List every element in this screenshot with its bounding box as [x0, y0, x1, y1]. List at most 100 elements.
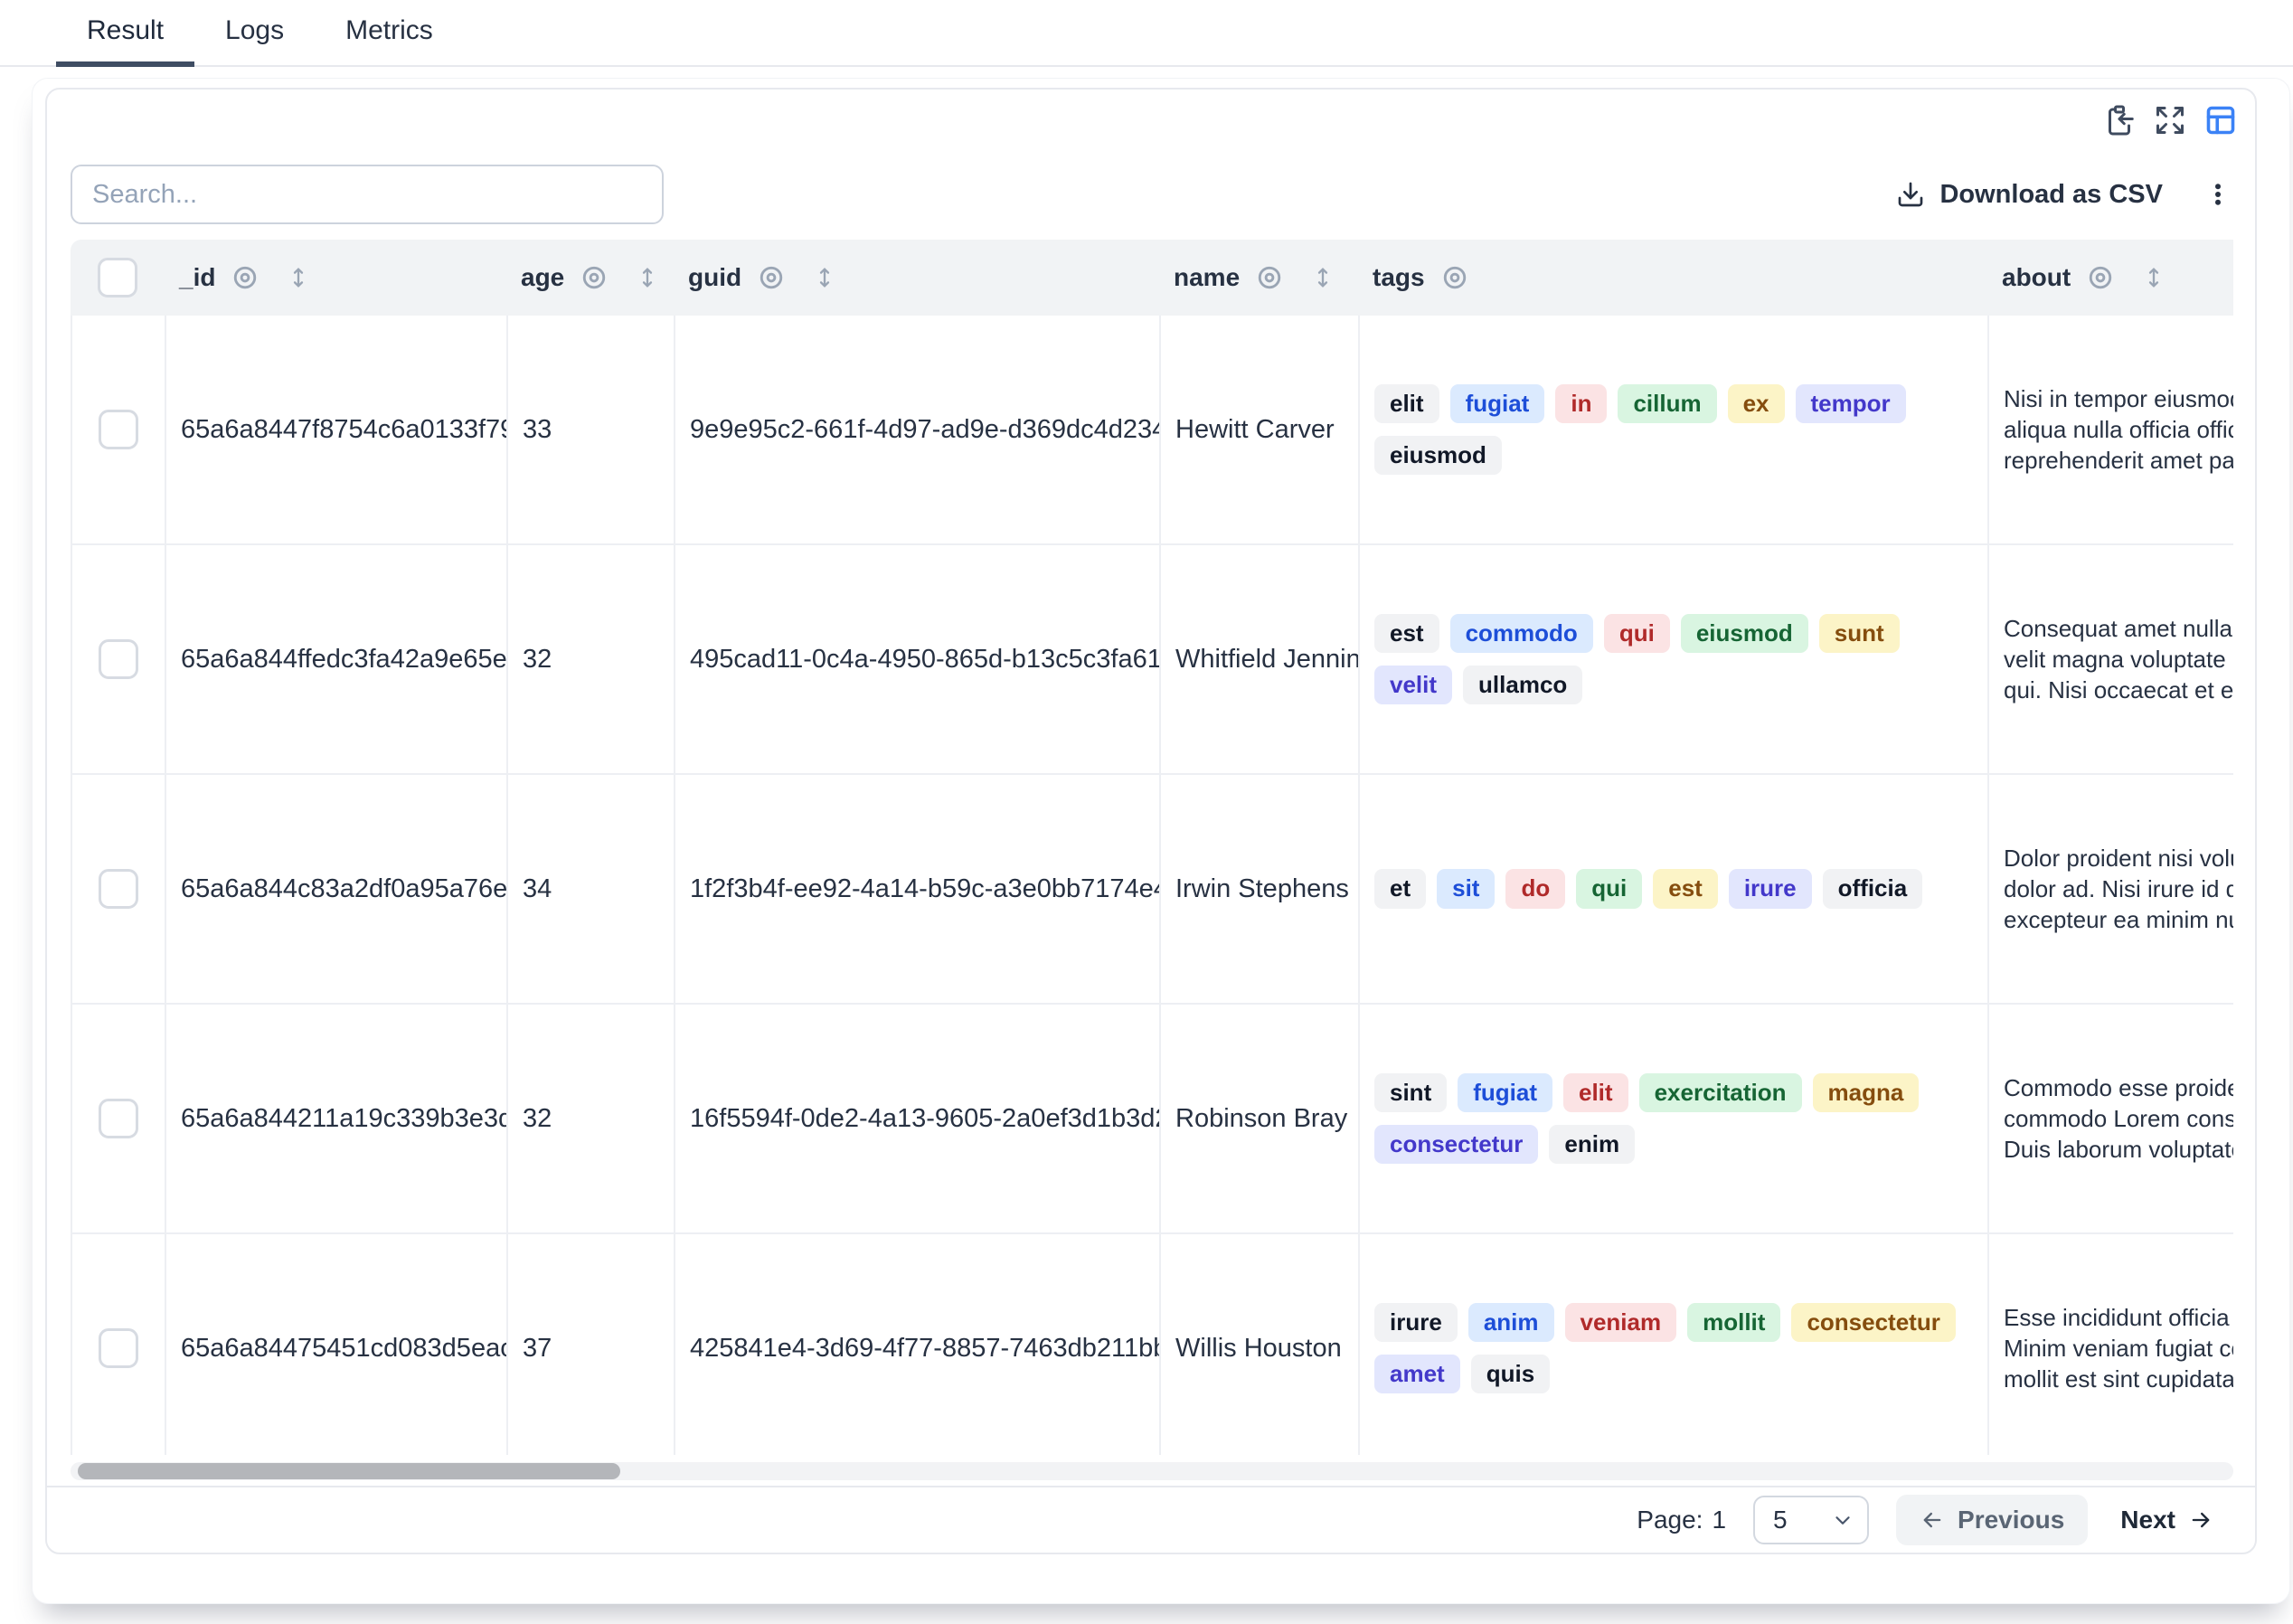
visibility-toggle-icon[interactable]: [1256, 264, 1283, 291]
cell-id: 65a6a844c83a2df0a95a76ee: [166, 775, 508, 1003]
column-header-about: about: [1987, 263, 2233, 292]
page-indicator: Page: 1: [1637, 1506, 1726, 1534]
download-csv-button[interactable]: Download as CSV: [1896, 180, 2163, 210]
row-checkbox[interactable]: [99, 869, 138, 909]
row-checkbox[interactable]: [99, 1099, 138, 1138]
row-select-cell: [72, 775, 166, 1003]
tag-chip: eiusmod: [1374, 436, 1502, 476]
tag-chip: elit: [1563, 1072, 1628, 1112]
tag-chip: enim: [1549, 1125, 1636, 1165]
tag-chip: qui: [1576, 869, 1643, 909]
cell-tags: sint fugiat elit exercitation magna consectet…: [1360, 1005, 1989, 1232]
cell-age: 37: [508, 1234, 675, 1455]
cell-tags: et sit do qui est irure officia: [1360, 775, 1989, 1003]
tag-chip: anim: [1467, 1302, 1554, 1342]
cell-guid: 495cad11-0c4a-4950-865d-b13c5c3fa61e: [675, 545, 1161, 773]
table-body: 65a6a8447f8754c6a0133f79 33 9e9e95c2-661…: [71, 316, 2233, 1455]
table-viewport: _id age guid name tags about: [71, 240, 2233, 1455]
kebab-menu-icon[interactable]: [2204, 180, 2232, 209]
table-header-row: _id age guid name tags about: [71, 240, 2233, 316]
panel-icon-toolbar: [2103, 104, 2237, 137]
column-label: _id: [179, 263, 216, 291]
sort-toggle-icon[interactable]: [2141, 264, 2166, 291]
table-row: 65a6a844ffedc3fa42a9e65e 32 495cad11-0c4…: [71, 545, 2233, 775]
visibility-toggle-icon[interactable]: [758, 264, 785, 291]
sort-toggle-icon[interactable]: [1310, 264, 1335, 291]
tag-chip: est: [1653, 869, 1718, 909]
cell-age: 32: [508, 545, 675, 773]
tag-chip: in: [1555, 383, 1608, 423]
tag-chip: tempor: [1795, 383, 1906, 423]
previous-label: Previous: [1958, 1506, 2065, 1534]
paste-icon[interactable]: [2103, 104, 2136, 137]
cell-guid: 9e9e95c2-661f-4d97-ad9e-d369dc4d2349: [675, 316, 1161, 543]
cell-age: 34: [508, 775, 675, 1003]
expand-icon[interactable]: [2154, 104, 2186, 137]
right-controls: Download as CSV: [1896, 180, 2232, 210]
cell-name: Robinson Bray: [1161, 1005, 1360, 1232]
pagination-footer: Page: 1 5 Previous Next: [47, 1486, 2255, 1553]
data-table: _id age guid name tags about: [71, 240, 2233, 1455]
table-card: Download as CSV _id age guid: [45, 88, 2257, 1554]
horizontal-scrollbar-thumb[interactable]: [78, 1463, 620, 1479]
column-label: about: [2002, 263, 2071, 291]
table-view-icon[interactable]: [2204, 104, 2237, 137]
visibility-toggle-icon[interactable]: [2087, 264, 2114, 291]
row-checkbox[interactable]: [99, 639, 138, 679]
tab-logs[interactable]: Logs: [225, 15, 285, 45]
cell-about: Nisi in tempor eiusmod nulla aliqua null…: [1989, 316, 2233, 543]
download-label: Download as CSV: [1939, 179, 2163, 209]
row-checkbox[interactable]: [99, 410, 138, 449]
column-label: name: [1174, 263, 1241, 291]
tag-chip: do: [1505, 869, 1566, 909]
sort-toggle-icon[interactable]: [286, 264, 311, 291]
row-checkbox[interactable]: [99, 1328, 138, 1368]
sort-toggle-icon[interactable]: [635, 264, 660, 291]
search-input[interactable]: [71, 165, 664, 224]
column-header-guid: guid: [674, 263, 1159, 292]
result-panel: Download as CSV _id age guid: [32, 78, 2290, 1604]
header-select-cell: [71, 258, 165, 297]
row-select-cell: [72, 1005, 166, 1232]
page-label: Page:: [1637, 1506, 1703, 1534]
cell-guid: 1f2f3b4f-ee92-4a14-b59c-a3e0bb7174e4: [675, 775, 1161, 1003]
cell-tags: irure anim veniam mollit consectetur amet quis: [1360, 1234, 1989, 1455]
tag-chip: qui: [1603, 613, 1670, 653]
tag-chip: magna: [1812, 1072, 1920, 1112]
cell-guid: 16f5594f-0de2-4a13-9605-2a0ef3d1b3d2: [675, 1005, 1161, 1232]
tag-chip: et: [1374, 869, 1427, 909]
visibility-toggle-icon[interactable]: [1441, 264, 1468, 291]
next-page-button[interactable]: Next: [2115, 1506, 2219, 1534]
visibility-toggle-icon[interactable]: [231, 264, 259, 291]
table-row: 65a6a844211a19c339b3e3d3 32 16f5594f-0de…: [71, 1005, 2233, 1234]
tag-chip: sit: [1437, 869, 1496, 909]
column-header-tags: tags: [1358, 263, 1987, 292]
tag-chip: amet: [1374, 1355, 1460, 1394]
tag-chip: cillum: [1618, 383, 1717, 423]
cell-id: 65a6a844ffedc3fa42a9e65e: [166, 545, 508, 773]
tab-result[interactable]: Result: [56, 0, 195, 67]
horizontal-scrollbar-track[interactable]: [71, 1462, 2233, 1480]
tag-chip: exercitation: [1638, 1072, 1802, 1112]
page-size-select[interactable]: 5: [1753, 1496, 1870, 1544]
next-label: Next: [2120, 1506, 2175, 1534]
table-row: 65a6a84475451cd083d5eacc 37 425841e4-3d6…: [71, 1234, 2233, 1455]
row-select-cell: [72, 1234, 166, 1455]
column-label: age: [521, 263, 565, 291]
table-controls: Download as CSV: [71, 164, 2232, 225]
visibility-toggle-icon[interactable]: [580, 264, 608, 291]
sort-toggle-icon[interactable]: [812, 264, 837, 291]
tag-chip: eiusmod: [1680, 613, 1808, 653]
select-all-checkbox[interactable]: [98, 258, 137, 297]
tab-metrics[interactable]: Metrics: [345, 15, 433, 45]
tag-chip: irure: [1374, 1302, 1458, 1342]
arrow-right-icon: [2188, 1507, 2213, 1533]
column-header-name: name: [1159, 263, 1358, 292]
cell-guid: 425841e4-3d69-4f77-8857-7463db211bb0: [675, 1234, 1161, 1455]
previous-page-button[interactable]: Previous: [1896, 1495, 2089, 1545]
cell-tags: elit fugiat in cillum ex tempor eiusmod: [1360, 316, 1989, 543]
chevron-down-icon: [1831, 1508, 1854, 1532]
tag-chip: sunt: [1818, 613, 1900, 653]
column-label: guid: [688, 263, 742, 291]
tag-chip: officia: [1822, 869, 1923, 909]
